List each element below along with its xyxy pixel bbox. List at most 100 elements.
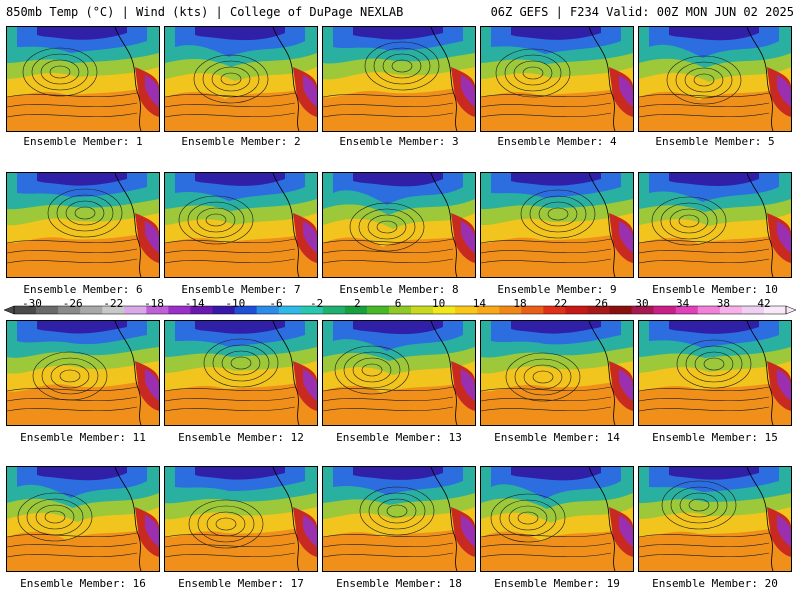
ensemble-member-map (164, 26, 318, 132)
colorbar-swatch (102, 306, 125, 314)
ensemble-member-map (322, 320, 476, 426)
colorbar-swatch (36, 306, 59, 314)
ensemble-member-map (322, 466, 476, 572)
colorbar-swatch (587, 306, 611, 314)
ensemble-member-map (322, 26, 476, 132)
ensemble-member-caption: Ensemble Member: 9 (497, 283, 617, 296)
colorbar-arrow-left (3, 305, 15, 315)
colorbar-arrow-right (785, 305, 797, 315)
ensemble-member-map (164, 466, 318, 572)
ensemble-member-map (6, 320, 160, 426)
colorbar-tick-label: 26 (594, 297, 608, 310)
colorbar-swatch (278, 306, 302, 314)
colorbar-tick-label: 10 (432, 297, 446, 310)
colorbar-tick-label: -26 (62, 297, 83, 310)
colorbar-swatch (697, 306, 721, 314)
colorbar-swatch (234, 306, 258, 314)
colorbar-swatch (300, 306, 324, 314)
colorbar-tick-label: -30 (22, 297, 42, 310)
ensemble-member-caption: Ensemble Member: 18 (336, 577, 462, 590)
colorbar-tick-label: 14 (472, 297, 486, 310)
colorbar-outline (13, 305, 787, 315)
colorbar-swatch (256, 306, 280, 314)
ensemble-member-caption: Ensemble Member: 14 (494, 431, 620, 444)
ensemble-member-caption: Ensemble Member: 12 (178, 431, 304, 444)
ensemble-member-caption: Ensemble Member: 8 (339, 283, 459, 296)
colorbar-swatch (168, 306, 191, 314)
ensemble-member-caption: Ensemble Member: 4 (497, 135, 617, 148)
ensemble-member-map (638, 172, 792, 278)
ensemble-member-map (480, 320, 634, 426)
colorbar-swatch (58, 306, 81, 314)
ensemble-member-caption: Ensemble Member: 2 (181, 135, 301, 148)
ensemble-member-caption: Ensemble Member: 5 (655, 135, 775, 148)
colorbar-tick-label: 34 (676, 297, 690, 310)
colorbar-tick-label: 22 (554, 297, 568, 310)
colorbar-tick-label: -14 (184, 297, 205, 310)
ensemble-member-caption: Ensemble Member: 3 (339, 135, 459, 148)
colorbar-swatch (80, 306, 103, 314)
ensemble-member-map (480, 466, 634, 572)
colorbar-swatch (609, 306, 633, 314)
colorbar-tick-label: -2 (310, 297, 324, 310)
ensemble-member-caption: Ensemble Member: 19 (494, 577, 620, 590)
colorbar-tick-label: -10 (225, 297, 246, 310)
colorbar-swatch (719, 306, 743, 314)
colorbar-tick-label: -18 (144, 297, 164, 310)
ensemble-member-caption: Ensemble Member: 17 (178, 577, 304, 590)
ensemble-member-map (638, 466, 792, 572)
ensemble-member-caption: Ensemble Member: 6 (23, 283, 143, 296)
colorbar-swatch (521, 306, 544, 314)
ensemble-member-map (164, 172, 318, 278)
colorbar-swatch (14, 306, 37, 314)
colorbar-swatch (322, 306, 346, 314)
colorbar-swatch (411, 306, 434, 314)
header-run-info: 06Z GEFS | F234 Valid: 00Z MON JUN 02 20… (490, 5, 794, 19)
ensemble-member-map (6, 172, 160, 278)
ensemble-member-caption: Ensemble Member: 7 (181, 283, 301, 296)
colorbar-swatch (653, 306, 677, 314)
colorbar-swatch (543, 306, 566, 314)
colorbar-swatch (675, 306, 699, 314)
colorbar-swatch (433, 306, 456, 314)
colorbar-swatch (631, 306, 655, 314)
colorbar-tick-label: 42 (757, 297, 771, 310)
colorbar-swatch (763, 306, 787, 314)
ensemble-member-map (322, 172, 476, 278)
colorbar-swatch (499, 306, 522, 314)
ensemble-member-map (164, 320, 318, 426)
ensemble-member-map (480, 172, 634, 278)
ensemble-member-map (638, 320, 792, 426)
colorbar-swatch (366, 306, 390, 314)
ensemble-member-caption: Ensemble Member: 11 (20, 431, 146, 444)
colorbar-tick-label: 2 (354, 297, 361, 310)
colorbar-swatch (124, 306, 147, 314)
ensemble-member-map (480, 26, 634, 132)
ensemble-member-caption: Ensemble Member: 10 (652, 283, 778, 296)
colorbar-swatch (455, 306, 478, 314)
colorbar-tick-label: 38 (716, 297, 730, 310)
ensemble-member-map (6, 26, 160, 132)
colorbar-swatch (565, 306, 588, 314)
colorbar-swatch (344, 306, 368, 314)
colorbar-tick-label: -22 (103, 297, 124, 310)
colorbar-swatch (477, 306, 500, 314)
ensemble-member-map (6, 466, 160, 572)
colorbar-tick-label: -6 (269, 297, 283, 310)
ensemble-member-caption: Ensemble Member: 13 (336, 431, 462, 444)
ensemble-member-caption: Ensemble Member: 1 (23, 135, 143, 148)
colorbar-swatch (146, 306, 169, 314)
header-title: 850mb Temp (°C) | Wind (kts) | College o… (6, 5, 404, 19)
ensemble-member-map (638, 26, 792, 132)
colorbar-tick-label: 6 (394, 297, 402, 310)
colorbar-swatch (190, 306, 214, 314)
ensemble-member-caption: Ensemble Member: 16 (20, 577, 146, 590)
ensemble-member-caption: Ensemble Member: 15 (652, 431, 778, 444)
ensemble-member-caption: Ensemble Member: 20 (652, 577, 778, 590)
colorbar-swatch (741, 306, 765, 314)
colorbar-swatch (212, 306, 236, 314)
colorbar-tick-label: 18 (513, 297, 527, 310)
colorbar-swatch (388, 306, 412, 314)
colorbar-tick-label: 30 (635, 297, 649, 310)
temperature-colorbar (3, 305, 797, 315)
